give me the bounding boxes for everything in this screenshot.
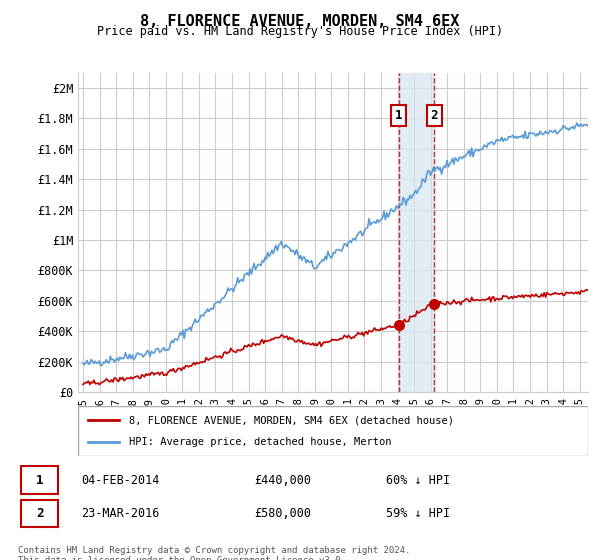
Text: £580,000: £580,000 xyxy=(254,507,311,520)
Text: Contains HM Land Registry data © Crown copyright and database right 2024.
This d: Contains HM Land Registry data © Crown c… xyxy=(18,546,410,560)
Text: 2: 2 xyxy=(431,109,438,122)
Text: £440,000: £440,000 xyxy=(254,474,311,487)
Text: Price paid vs. HM Land Registry's House Price Index (HPI): Price paid vs. HM Land Registry's House … xyxy=(97,25,503,38)
FancyBboxPatch shape xyxy=(78,406,588,456)
Text: 04-FEB-2014: 04-FEB-2014 xyxy=(81,474,160,487)
Text: 1: 1 xyxy=(36,474,43,487)
Text: 60% ↓ HPI: 60% ↓ HPI xyxy=(386,474,451,487)
Text: HPI: Average price, detached house, Merton: HPI: Average price, detached house, Mert… xyxy=(129,437,392,447)
Text: 1: 1 xyxy=(395,109,403,122)
FancyBboxPatch shape xyxy=(20,500,58,528)
Text: 2: 2 xyxy=(36,507,43,520)
Text: 59% ↓ HPI: 59% ↓ HPI xyxy=(386,507,451,520)
FancyBboxPatch shape xyxy=(20,466,58,494)
Text: 8, FLORENCE AVENUE, MORDEN, SM4 6EX: 8, FLORENCE AVENUE, MORDEN, SM4 6EX xyxy=(140,14,460,29)
Text: 23-MAR-2016: 23-MAR-2016 xyxy=(81,507,160,520)
Text: 8, FLORENCE AVENUE, MORDEN, SM4 6EX (detached house): 8, FLORENCE AVENUE, MORDEN, SM4 6EX (det… xyxy=(129,415,454,425)
Bar xyxy=(399,73,434,392)
